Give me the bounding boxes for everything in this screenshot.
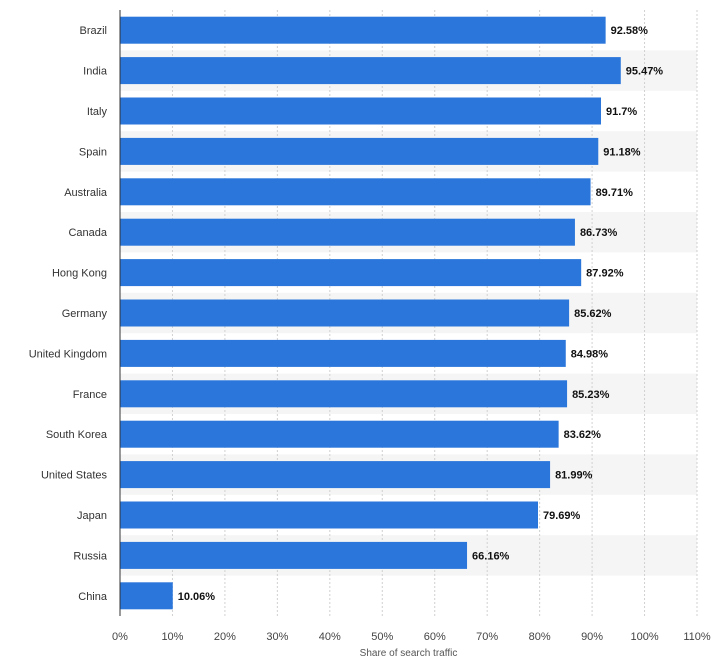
- x-tick-label: 10%: [161, 631, 183, 643]
- data-label: 85.23%: [572, 389, 610, 401]
- data-label: 95.47%: [626, 66, 664, 78]
- data-label: 91.7%: [606, 106, 637, 118]
- x-tick-label: 60%: [424, 631, 446, 643]
- bar-russia: [120, 541, 468, 569]
- x-tick-label: 30%: [266, 631, 288, 643]
- category-label: Russia: [73, 550, 108, 562]
- data-label: 91.18%: [603, 146, 641, 158]
- category-label: United States: [41, 470, 108, 482]
- category-label: Canada: [68, 227, 107, 239]
- category-label: France: [73, 389, 107, 401]
- bar-brazil: [120, 16, 606, 44]
- bar-united-kingdom: [120, 339, 566, 367]
- data-label: 92.58%: [611, 25, 649, 37]
- bar-italy: [120, 97, 602, 125]
- category-label: Australia: [64, 187, 108, 199]
- category-label: Germany: [62, 308, 108, 320]
- x-tick-labels: 0% 10% 20% 30% 40% 50% 60% 70% 80% 90% 100% 110%: [112, 631, 711, 643]
- data-label: 83.62%: [564, 429, 602, 441]
- data-label: 84.98%: [571, 348, 609, 360]
- x-tick-label: 0%: [112, 631, 128, 643]
- data-label: 86.73%: [580, 227, 618, 239]
- x-axis-title: Share of search traffic: [360, 648, 458, 659]
- data-label: 10.06%: [178, 591, 216, 603]
- x-tick-label: 40%: [319, 631, 341, 643]
- bar-canada: [120, 218, 575, 246]
- data-label: 87.92%: [586, 268, 624, 280]
- category-label: Japan: [77, 510, 107, 522]
- category-label: United Kingdom: [29, 348, 107, 360]
- data-label: 66.16%: [472, 550, 510, 562]
- category-label: Hong Kong: [52, 268, 107, 280]
- data-label: 81.99%: [555, 470, 593, 482]
- bar-france: [120, 380, 568, 408]
- data-label: 89.71%: [596, 187, 634, 199]
- bar-india: [120, 57, 621, 85]
- x-tick-label: 50%: [371, 631, 393, 643]
- value-labels: 92.58% 95.47% 91.7% 91.18% 89.71% 86.73% 87.92…: [178, 25, 664, 603]
- x-tick-label: 70%: [476, 631, 498, 643]
- bar-south-korea: [120, 420, 559, 448]
- bar-hong-kong: [120, 259, 582, 287]
- bars: [120, 16, 621, 610]
- data-label: 85.62%: [574, 308, 612, 320]
- bar-japan: [120, 501, 539, 529]
- bar-spain: [120, 137, 599, 165]
- category-label: South Korea: [46, 429, 108, 441]
- category-label: India: [83, 66, 108, 78]
- category-label: Spain: [79, 146, 107, 158]
- bar-germany: [120, 299, 570, 327]
- x-tick-label: 100%: [630, 631, 658, 643]
- x-tick-label: 20%: [214, 631, 236, 643]
- x-tick-label: 110%: [683, 631, 711, 643]
- data-label: 79.69%: [543, 510, 581, 522]
- category-label: China: [78, 591, 108, 603]
- category-label: Italy: [87, 106, 108, 118]
- bar-australia: [120, 178, 591, 206]
- bar-united-states: [120, 461, 551, 489]
- category-label: Brazil: [79, 25, 107, 37]
- bar-china: [120, 582, 173, 610]
- x-tick-label: 90%: [581, 631, 603, 643]
- x-tick-label: 80%: [529, 631, 551, 643]
- category-labels: Brazil India Italy Spain Australia Canada Hong…: [29, 25, 108, 603]
